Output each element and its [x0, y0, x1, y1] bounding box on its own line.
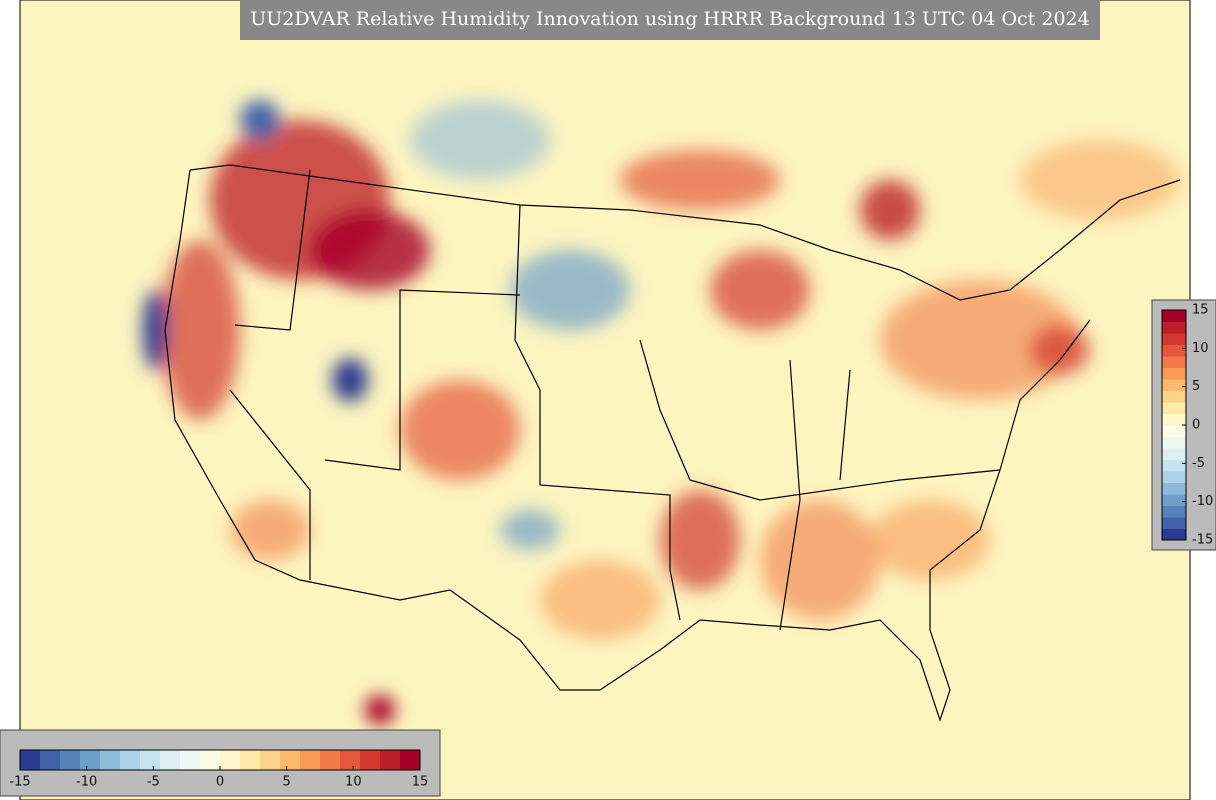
color-swatch [200, 750, 221, 770]
color-swatch [60, 750, 81, 770]
tick-label: -10 [76, 775, 97, 790]
color-swatch [40, 750, 61, 770]
color-swatch [1162, 344, 1186, 357]
color-swatch [400, 750, 421, 770]
color-swatch [140, 750, 161, 770]
boundaries [164, 164, 1181, 722]
color-swatch [1162, 379, 1186, 391]
tick-label: 0 [216, 775, 224, 790]
color-swatch [360, 750, 381, 770]
tick-label: 15 [1192, 303, 1209, 318]
tick-label: -10 [1192, 494, 1213, 509]
color-swatch [260, 750, 281, 770]
tick-label: 0 [1192, 418, 1200, 433]
color-swatch [80, 750, 101, 770]
color-swatch [1162, 310, 1186, 322]
color-swatch [1162, 482, 1186, 495]
color-swatch [1162, 494, 1186, 506]
tick-label: -15 [1192, 533, 1213, 548]
color-swatch [240, 750, 261, 770]
color-swatch [160, 750, 181, 770]
tick-label: 5 [283, 775, 291, 790]
color-swatch [280, 750, 301, 770]
color-swatch [1162, 367, 1186, 380]
tick-label: 5 [1192, 379, 1200, 394]
title: UU2DVAR Relative Humidity Innovation usi… [250, 8, 1089, 30]
tick-label: -5 [1192, 456, 1205, 471]
humidity-field [143, 100, 1180, 725]
color-swatch [1162, 356, 1186, 368]
color-swatch [320, 750, 341, 770]
tick-label: -5 [147, 775, 160, 790]
tick-label: -15 [9, 775, 30, 790]
tick-label: 15 [412, 775, 429, 790]
color-swatch [180, 750, 201, 770]
color-swatch [1162, 390, 1186, 403]
color-swatch [1162, 505, 1186, 518]
color-swatch [340, 750, 361, 770]
color-swatch [1162, 413, 1186, 426]
color-swatch [1162, 333, 1186, 345]
color-swatch [220, 750, 241, 770]
color-swatch [1162, 448, 1186, 460]
color-swatch [20, 750, 41, 770]
color-swatch [1162, 321, 1186, 334]
color-swatch [1162, 402, 1186, 414]
color-swatch [1162, 471, 1186, 483]
color-swatch [380, 750, 401, 770]
title-box [240, 0, 1100, 40]
color-swatch [1162, 459, 1186, 472]
colorbar: -15 -10 -5 0 5 10 15 [1161, 303, 1213, 548]
tick-label: 10 [1192, 341, 1209, 356]
color-swatch [1162, 436, 1186, 449]
color-swatch [1162, 517, 1186, 529]
color-swatch [300, 750, 321, 770]
color-swatch [100, 750, 121, 770]
color-swatch [1162, 425, 1186, 437]
color-swatch [120, 750, 141, 770]
tick-label: 10 [345, 775, 362, 790]
color-swatch [1162, 528, 1186, 541]
colorbar: -15 -10 -5 0 5 10 15 [9, 749, 429, 790]
